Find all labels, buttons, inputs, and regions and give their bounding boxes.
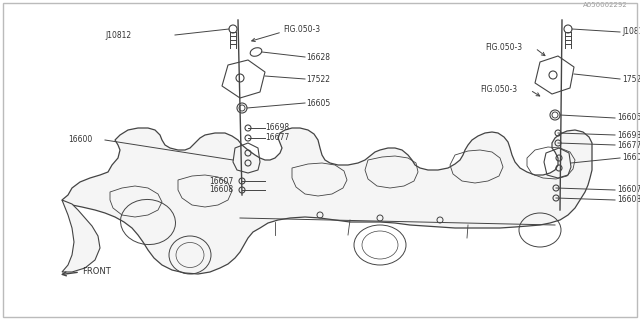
Text: 17522: 17522 — [306, 75, 330, 84]
Polygon shape — [62, 128, 592, 274]
Text: J10812: J10812 — [105, 30, 131, 39]
Text: J10812: J10812 — [622, 28, 640, 36]
Text: FRONT: FRONT — [82, 268, 111, 276]
Text: 16608: 16608 — [209, 186, 233, 195]
Text: FIG.050-3: FIG.050-3 — [485, 44, 522, 52]
Polygon shape — [62, 200, 100, 272]
Text: A050002292: A050002292 — [583, 2, 628, 8]
Text: FIG.050-3: FIG.050-3 — [283, 26, 320, 35]
Text: 16608: 16608 — [617, 196, 640, 204]
Text: 16605: 16605 — [617, 114, 640, 123]
Text: 16677: 16677 — [617, 140, 640, 149]
Text: 16600: 16600 — [622, 154, 640, 163]
Text: 16600: 16600 — [68, 135, 92, 145]
Text: 16698: 16698 — [265, 124, 289, 132]
Text: FIG.050-3: FIG.050-3 — [480, 85, 517, 94]
Text: 16607: 16607 — [209, 177, 233, 186]
Text: 16677: 16677 — [265, 133, 289, 142]
Text: 16605: 16605 — [306, 99, 330, 108]
Text: 16628: 16628 — [306, 52, 330, 61]
Text: 17523: 17523 — [622, 75, 640, 84]
Text: 16698: 16698 — [617, 131, 640, 140]
Text: 16607: 16607 — [617, 186, 640, 195]
